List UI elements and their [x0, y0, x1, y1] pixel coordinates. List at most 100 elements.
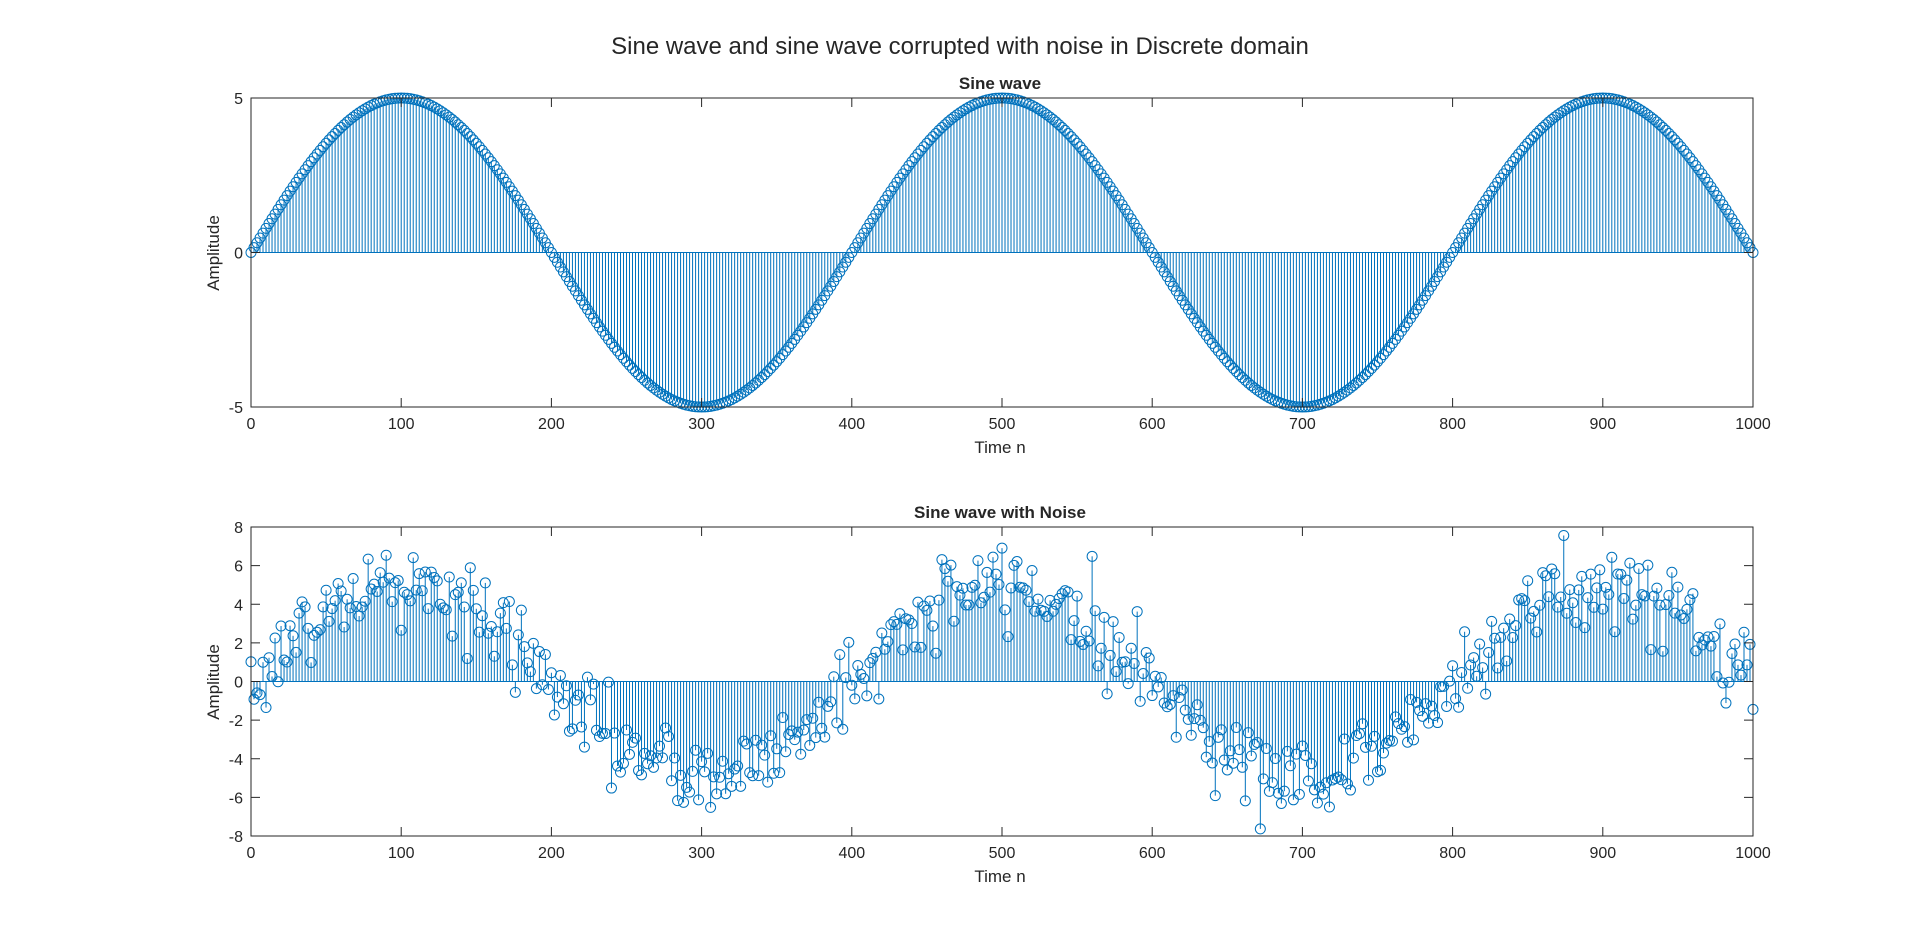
stem-marker: [1137, 667, 1149, 679]
stem-marker: [666, 775, 678, 787]
stem-marker: [332, 124, 344, 136]
stem-marker: [1353, 374, 1365, 386]
stem-marker: [1260, 390, 1272, 402]
stem-marker: [837, 723, 849, 735]
stem-marker: [461, 652, 473, 664]
stem-marker: [1621, 574, 1633, 586]
stem-marker: [1335, 388, 1347, 400]
stem-marker: [1522, 575, 1534, 587]
stem-marker: [1368, 359, 1380, 371]
stem-marker: [738, 735, 750, 747]
stem-marker: [1690, 645, 1702, 657]
x-tick-label: 0: [247, 845, 256, 862]
stem-marker: [1074, 141, 1086, 153]
stem-marker: [1618, 592, 1630, 604]
stem-marker: [359, 103, 371, 115]
stem-marker: [440, 604, 452, 616]
stem-marker: [1579, 622, 1591, 634]
stem-marker: [1378, 747, 1390, 759]
stem-marker: [1131, 606, 1143, 618]
stem-marker: [1429, 710, 1441, 722]
stem-marker: [750, 377, 762, 389]
stem-marker: [1504, 613, 1516, 625]
x-axis-label: Time n: [974, 867, 1025, 886]
stem-marker: [1390, 711, 1402, 723]
stem-marker: [1032, 593, 1044, 605]
stem-marker: [888, 616, 900, 628]
stem-marker: [1209, 341, 1221, 353]
stem-marker: [1368, 730, 1380, 742]
stem-marker: [1224, 745, 1236, 757]
stem-marker: [759, 749, 771, 761]
stem-marker: [1038, 605, 1050, 617]
stem-marker: [554, 669, 566, 681]
stem-marker: [1663, 589, 1675, 601]
stem-marker: [942, 575, 954, 587]
stem-marker: [305, 656, 317, 668]
stem-marker: [1113, 631, 1125, 643]
stem-marker: [987, 551, 999, 563]
y-tick-label: -4: [229, 752, 243, 769]
stem-marker: [1287, 794, 1299, 806]
stem-marker: [464, 562, 476, 574]
stem-marker: [774, 767, 786, 779]
stem-marker: [909, 152, 921, 164]
stem-marker: [467, 584, 479, 596]
stem-marker: [608, 341, 620, 353]
stem-marker: [1558, 529, 1570, 541]
stem-marker: [1221, 356, 1233, 368]
stem-marker: [431, 575, 443, 587]
stem-marker: [1630, 599, 1642, 611]
stem-marker: [290, 646, 302, 658]
y-tick-label: 0: [234, 246, 243, 263]
stem-marker: [344, 602, 356, 614]
stem-marker: [1654, 119, 1666, 131]
stem-marker: [1170, 731, 1182, 743]
stem-marker: [849, 693, 861, 705]
stem-marker: [1155, 672, 1167, 684]
stem-marker: [470, 137, 482, 149]
stem-marker: [1684, 594, 1696, 606]
stem-marker: [506, 659, 518, 671]
stem-marker: [1128, 657, 1140, 669]
stem-marker: [587, 678, 599, 690]
stem-marker: [353, 107, 365, 119]
stem-marker: [539, 648, 551, 660]
x-tick-label: 900: [1589, 416, 1616, 433]
stem-marker: [1122, 678, 1134, 690]
stem-marker: [903, 614, 915, 626]
stem-marker: [1486, 615, 1498, 627]
stem-marker: [1648, 590, 1660, 602]
stem-marker: [630, 366, 642, 378]
stem-marker: [1008, 559, 1020, 571]
stem-marker: [530, 683, 542, 695]
stem-marker: [885, 619, 897, 631]
stem-marker: [1531, 626, 1543, 638]
stem-marker: [1029, 101, 1041, 113]
stem-marker: [1065, 131, 1077, 143]
stem-marker: [1290, 748, 1302, 760]
stem-marker: [1387, 735, 1399, 747]
stem-marker: [1167, 690, 1179, 702]
stem-marker: [470, 603, 482, 615]
stem-marker: [1188, 713, 1200, 725]
x-tick-label: 700: [1289, 845, 1316, 862]
stem-marker: [1453, 701, 1465, 713]
stem-marker: [771, 356, 783, 368]
stem-marker: [1741, 659, 1753, 671]
x-tick-label: 900: [1589, 845, 1616, 862]
stem-marker: [765, 730, 777, 742]
stem-marker: [1206, 757, 1218, 769]
stem-marker: [1519, 595, 1531, 607]
stem-marker: [320, 584, 332, 596]
stem-marker: [1056, 588, 1068, 600]
stem-marker: [1417, 710, 1429, 722]
x-tick-label: 400: [838, 845, 865, 862]
stem-marker: [1224, 359, 1236, 371]
stem-marker: [1441, 700, 1453, 712]
stem-marker: [969, 579, 981, 591]
stem-marker: [876, 627, 888, 639]
stem-marker: [1185, 729, 1197, 741]
stem-marker: [449, 589, 461, 601]
stem-marker: [1585, 568, 1597, 580]
